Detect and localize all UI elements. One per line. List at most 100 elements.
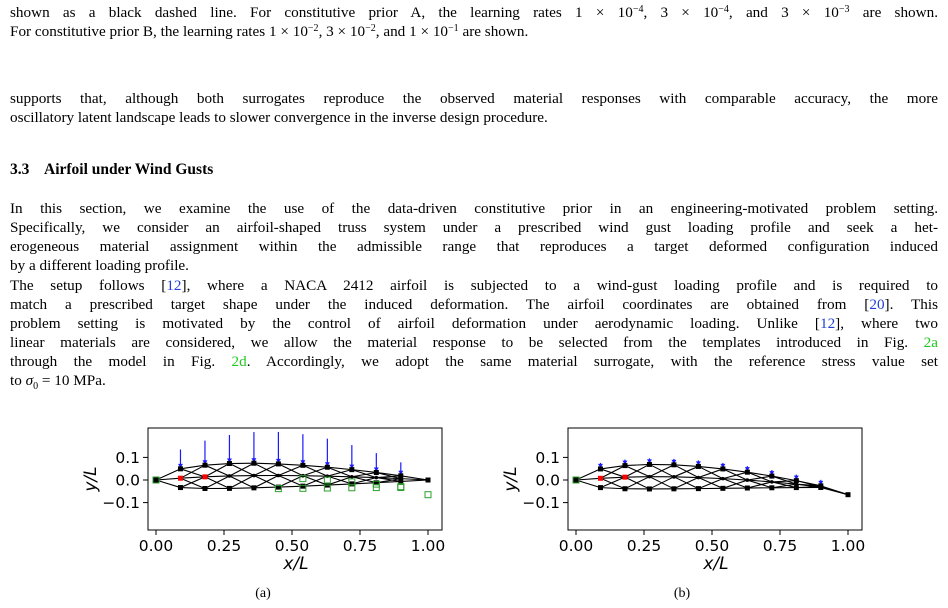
section-heading: 3.3 Airfoil under Wind Gusts	[10, 160, 213, 179]
target-marker	[372, 480, 380, 488]
truss-member	[327, 475, 353, 485]
truss-node	[769, 485, 775, 491]
truss-member	[376, 477, 401, 483]
truss-member	[722, 478, 748, 481]
truss-member	[180, 464, 206, 479]
truss-member	[624, 463, 650, 467]
x-axis-label: x/L	[702, 554, 728, 574]
truss-node	[153, 477, 159, 483]
truss-node	[275, 461, 281, 467]
citation-link-20[interactable]: 20	[869, 296, 885, 313]
truss-member	[180, 468, 206, 478]
load-arrowhead	[300, 460, 306, 465]
truss-member	[600, 468, 626, 478]
truss-node	[324, 464, 330, 470]
truss-member	[649, 464, 675, 478]
citation-link-12[interactable]: 12	[166, 277, 182, 294]
truss-structure	[572, 458, 851, 498]
truss-node	[226, 461, 232, 467]
load-arrowhead	[251, 458, 257, 463]
truss-node	[252, 473, 256, 478]
truss-node	[647, 474, 652, 479]
load-arrowhead	[398, 470, 404, 475]
x-tick-label: 1.00	[831, 537, 866, 555]
truss-member	[302, 475, 328, 487]
truss-node	[646, 461, 652, 467]
citation-link-12[interactable]: 12	[819, 315, 836, 332]
truss-node	[398, 478, 404, 484]
fixed-node	[597, 475, 603, 481]
truss-member	[747, 481, 772, 489]
truss-member	[400, 478, 429, 481]
plot-axes	[147, 427, 443, 531]
paragraph-line: to σ0 = 10 MPa.	[10, 372, 106, 393]
figure-link-2a[interactable]: 2a	[923, 334, 938, 351]
x-tick-label: 0.75	[343, 537, 378, 555]
truss-member	[673, 476, 699, 490]
truss-member	[624, 463, 650, 478]
truss-member	[722, 468, 748, 473]
truss-member	[722, 479, 748, 489]
truss-structure	[152, 431, 432, 499]
truss-node	[227, 474, 232, 478]
load-arrowhead	[373, 467, 379, 472]
truss-node	[671, 462, 677, 468]
paragraph-line: Specifically, we consider an airfoil-sha…	[10, 219, 938, 236]
truss-member	[302, 464, 328, 468]
truss-member	[600, 476, 625, 479]
load-arrowhead	[793, 475, 799, 480]
truss-member	[204, 475, 230, 478]
truss-member	[673, 465, 699, 478]
truss-member	[624, 476, 650, 490]
truss-node	[597, 485, 603, 491]
truss-node	[226, 485, 232, 491]
truss-member	[747, 479, 772, 483]
target-marker	[299, 475, 307, 483]
truss-node	[769, 473, 775, 479]
truss-node	[349, 481, 355, 487]
truss-node	[374, 475, 379, 480]
y-axis-ticks: 0.1 0.0 −0.1	[522, 449, 568, 512]
paragraph-line: through the model in Fig. 2d. Accordingl…	[10, 353, 938, 370]
x-tick-label: 0.00	[139, 537, 174, 555]
truss-node	[622, 486, 628, 492]
paragraph-line: The setup follows [12], where a NACA 241…	[10, 277, 939, 294]
truss-member	[229, 475, 255, 489]
y-axis-label: y/L	[81, 466, 101, 492]
truss-member	[771, 481, 797, 485]
truss-member	[278, 464, 304, 477]
truss-member	[575, 479, 601, 489]
truss-member	[351, 476, 377, 479]
truss-member	[722, 471, 748, 480]
fixed-node	[202, 474, 208, 480]
truss-node	[275, 484, 281, 490]
truss-member	[253, 462, 279, 465]
load-arrowhead	[744, 467, 750, 472]
truss-member	[351, 477, 377, 485]
truss-member	[278, 463, 303, 466]
truss-member	[155, 468, 181, 481]
truss-member	[747, 479, 773, 489]
truss-member	[351, 469, 377, 474]
x-tick-label: 1.00	[411, 537, 446, 555]
truss-node	[720, 485, 726, 491]
truss-member	[327, 475, 352, 478]
subfigure-label-b: (b)	[673, 586, 691, 601]
truss-node	[398, 473, 404, 479]
truss-member	[253, 463, 279, 477]
y-axis-label: y/L	[501, 466, 521, 492]
truss-member	[698, 468, 724, 479]
truss-member	[180, 477, 206, 490]
truss-node	[793, 478, 799, 484]
truss-node	[744, 485, 750, 491]
truss-node	[695, 463, 701, 469]
truss-member	[204, 462, 230, 466]
paragraph-convergence: supports that, although both surrogates …	[10, 89, 938, 127]
truss-member	[649, 476, 675, 490]
figure-link-2d[interactable]: 2d	[231, 353, 247, 370]
truss-member	[698, 477, 724, 489]
y-tick-label: −0.1	[102, 494, 140, 512]
truss-member	[771, 483, 797, 489]
truss-node	[597, 466, 603, 472]
paragraph-line: In this section, we examine the use of t…	[10, 200, 938, 217]
